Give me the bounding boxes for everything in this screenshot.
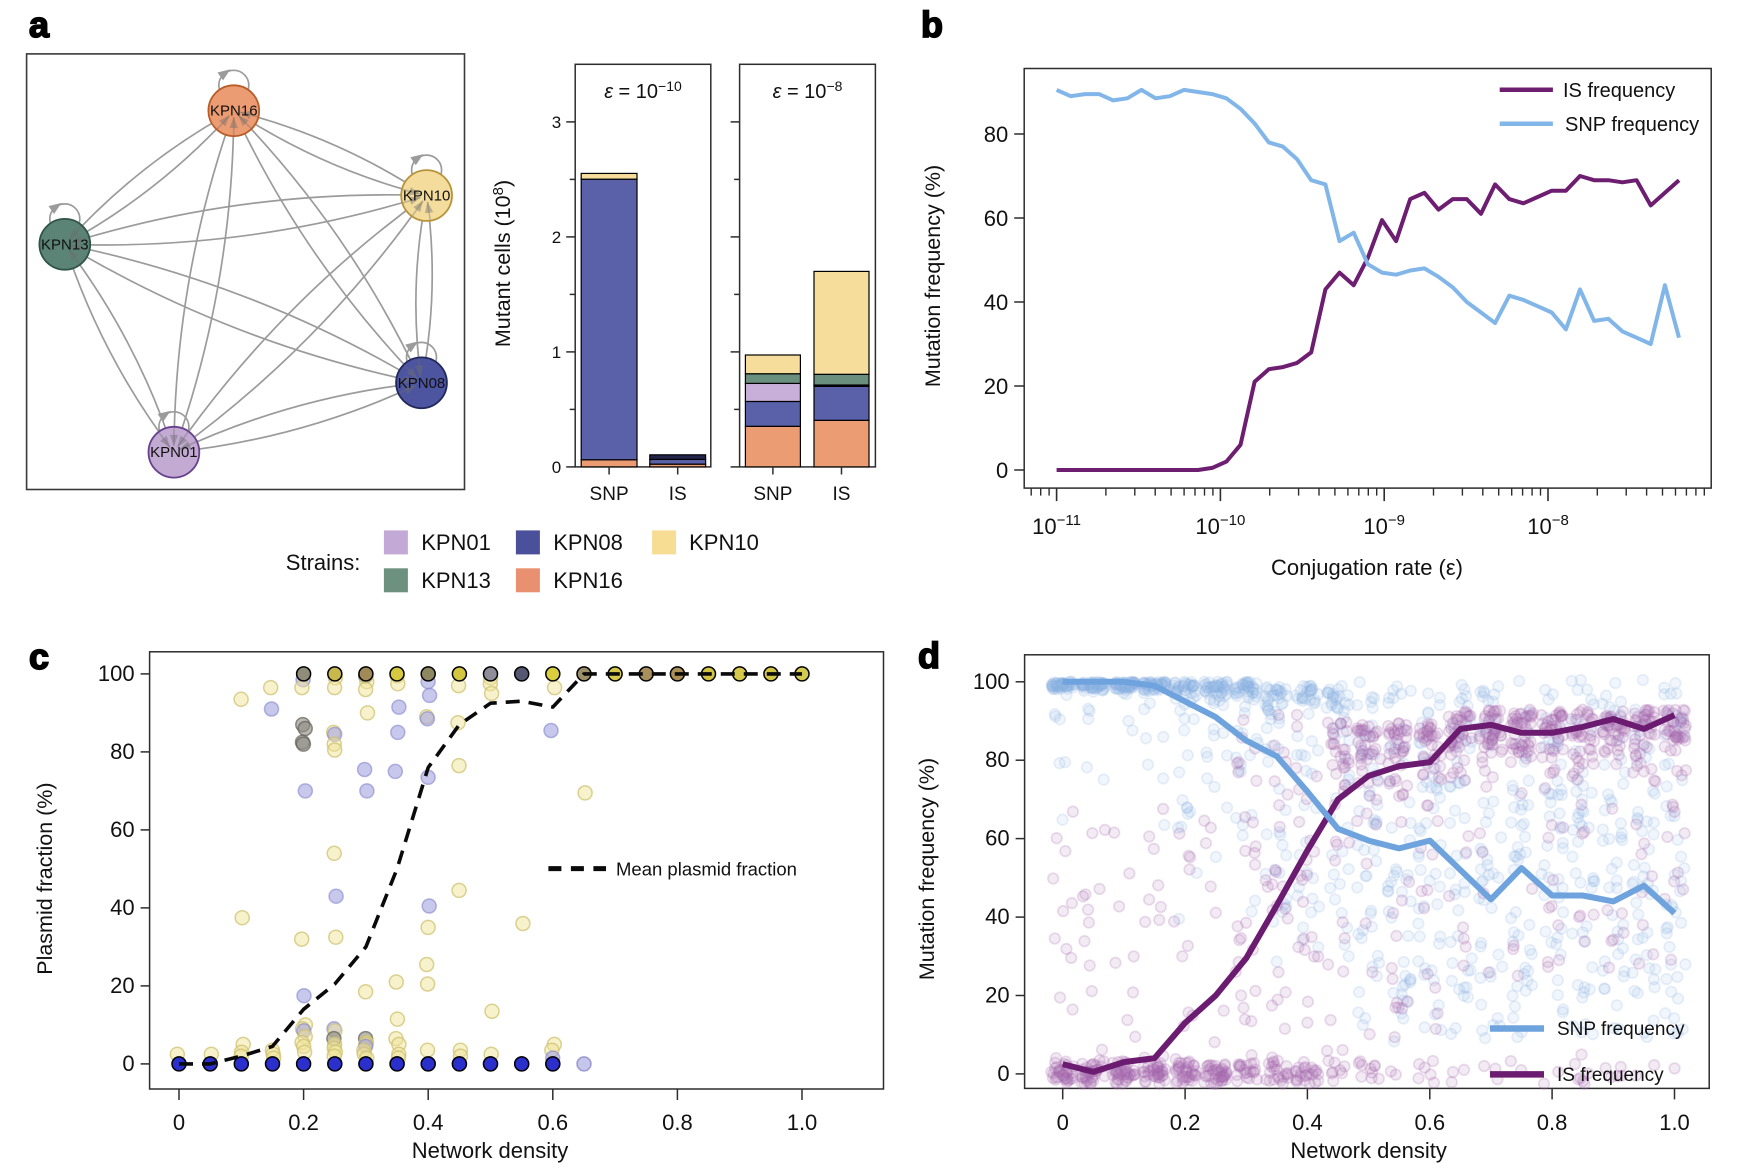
svg-text:c: c — [29, 636, 49, 677]
svg-text:1.0: 1.0 — [787, 1110, 818, 1135]
svg-text:2: 2 — [552, 228, 561, 247]
svg-text:20: 20 — [984, 374, 1008, 399]
svg-text:Mutation frequency (%): Mutation frequency (%) — [915, 758, 939, 980]
svg-text:KPN10: KPN10 — [403, 188, 451, 205]
svg-text:KPN16: KPN16 — [553, 568, 623, 593]
svg-text:KPN13: KPN13 — [41, 236, 89, 253]
svg-text:40: 40 — [110, 895, 134, 920]
svg-text:SNP: SNP — [753, 484, 792, 505]
svg-text:Conjugation rate (ε): Conjugation rate (ε) — [1271, 555, 1463, 580]
svg-text:SNP frequency: SNP frequency — [1557, 1019, 1685, 1040]
svg-text:0.4: 0.4 — [1292, 1110, 1323, 1135]
svg-text:Mutation frequency (%): Mutation frequency (%) — [921, 165, 945, 387]
svg-text:SNP: SNP — [590, 484, 629, 505]
svg-text:b: b — [921, 4, 943, 45]
svg-text:20: 20 — [110, 973, 134, 998]
svg-text:0.8: 0.8 — [662, 1110, 693, 1135]
svg-text:60: 60 — [984, 206, 1008, 231]
svg-text:IS frequency: IS frequency — [1563, 80, 1675, 102]
svg-text:10−9: 10−9 — [1363, 512, 1405, 539]
svg-text:IS frequency: IS frequency — [1557, 1065, 1664, 1086]
svg-text:Mutant cells (108): Mutant cells (108) — [490, 180, 515, 347]
svg-text:Network density: Network density — [412, 1138, 569, 1163]
svg-text:10−11: 10−11 — [1032, 512, 1081, 539]
svg-text:0.6: 0.6 — [1415, 1110, 1446, 1135]
svg-text:KPN10: KPN10 — [689, 530, 759, 555]
svg-text:1.0: 1.0 — [1659, 1110, 1690, 1135]
svg-text:KPN13: KPN13 — [421, 568, 491, 593]
svg-text:Plasmid fraction (%): Plasmid fraction (%) — [33, 782, 57, 974]
svg-text:80: 80 — [984, 122, 1008, 147]
svg-text:80: 80 — [110, 739, 134, 764]
svg-text:KPN16: KPN16 — [210, 103, 258, 120]
svg-text:60: 60 — [985, 826, 1009, 851]
svg-text:Mean plasmid fraction: Mean plasmid fraction — [616, 859, 797, 880]
svg-text:60: 60 — [110, 817, 134, 842]
svg-text:3: 3 — [552, 113, 561, 132]
svg-text:IS: IS — [833, 484, 851, 505]
svg-text:0: 0 — [1057, 1110, 1069, 1135]
svg-text:80: 80 — [985, 747, 1009, 772]
svg-text:0: 0 — [996, 458, 1008, 483]
svg-text:40: 40 — [984, 290, 1008, 315]
svg-text:KPN01: KPN01 — [150, 444, 198, 461]
svg-text:0: 0 — [122, 1051, 134, 1076]
svg-text:0.2: 0.2 — [288, 1110, 319, 1135]
svg-text:0: 0 — [997, 1061, 1009, 1086]
svg-text:KPN08: KPN08 — [553, 530, 623, 555]
svg-text:20: 20 — [985, 983, 1009, 1008]
svg-text:Network density: Network density — [1290, 1138, 1447, 1163]
svg-text:0: 0 — [552, 458, 561, 477]
svg-text:0.4: 0.4 — [413, 1110, 444, 1135]
svg-text:a: a — [29, 4, 50, 45]
svg-text:1: 1 — [552, 343, 561, 362]
svg-text:IS: IS — [669, 484, 687, 505]
svg-text:100: 100 — [98, 661, 135, 686]
svg-text:d: d — [918, 635, 940, 676]
svg-text:0: 0 — [173, 1110, 185, 1135]
svg-text:SNP frequency: SNP frequency — [1565, 114, 1699, 136]
svg-text:0.2: 0.2 — [1170, 1110, 1201, 1135]
svg-text:0.8: 0.8 — [1537, 1110, 1568, 1135]
svg-text:Strains:: Strains: — [286, 550, 361, 575]
svg-text:KPN01: KPN01 — [421, 530, 491, 555]
svg-text:0.6: 0.6 — [538, 1110, 569, 1135]
svg-text:KPN08: KPN08 — [398, 375, 446, 392]
svg-text:100: 100 — [973, 669, 1010, 694]
svg-text:40: 40 — [985, 904, 1009, 929]
